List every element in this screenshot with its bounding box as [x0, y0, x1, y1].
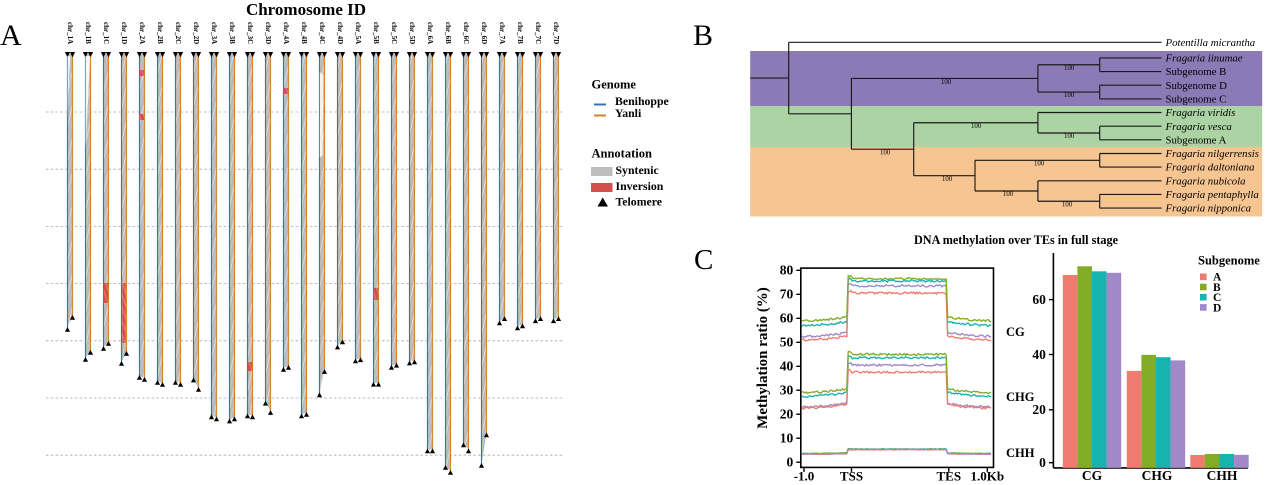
svg-text:chr_7A: chr_7A [498, 22, 506, 44]
svg-text:100: 100 [1062, 201, 1073, 208]
svg-text:chr_7D: chr_7D [552, 22, 560, 44]
svg-text:100: 100 [1003, 191, 1014, 198]
svg-text:CHG: CHG [1006, 390, 1035, 404]
svg-text:100: 100 [1064, 65, 1075, 72]
svg-text:chr_3D: chr_3D [264, 22, 272, 44]
svg-text:chr_3B: chr_3B [228, 22, 236, 44]
svg-text:Fragaria pentaphylla: Fragaria pentaphylla [1165, 189, 1259, 201]
svg-text:1.0Kb: 1.0Kb [971, 469, 1005, 484]
svg-text:0: 0 [1039, 455, 1046, 470]
svg-text:chr_2D: chr_2D [192, 22, 200, 44]
svg-text:chr_7B: chr_7B [516, 22, 524, 44]
svg-text:100: 100 [1034, 160, 1045, 167]
svg-text:Benihoppe: Benihoppe [615, 94, 669, 108]
svg-text:chr_2B: chr_2B [156, 22, 164, 44]
svg-text:Fragaria iinumae: Fragaria iinumae [1165, 53, 1243, 65]
svg-text:A: A [0, 19, 22, 52]
svg-text:CG: CG [1006, 325, 1025, 339]
svg-text:CHH: CHH [1006, 446, 1035, 460]
svg-text:C: C [1213, 292, 1221, 304]
svg-text:Methylation ratio (%): Methylation ratio (%) [755, 287, 771, 429]
svg-text:chr_1B: chr_1B [84, 22, 92, 44]
svg-text:20: 20 [1032, 402, 1046, 417]
svg-text:B: B [1213, 282, 1221, 294]
svg-text:100: 100 [1064, 133, 1075, 140]
svg-text:CHG: CHG [1142, 468, 1173, 483]
svg-text:40: 40 [780, 359, 794, 374]
svg-text:100: 100 [971, 123, 982, 130]
svg-text:40: 40 [1032, 347, 1046, 362]
svg-text:chr_5A: chr_5A [354, 22, 362, 44]
svg-text:A: A [1213, 272, 1222, 284]
svg-text:chr_5C: chr_5C [390, 22, 398, 44]
svg-text:TES: TES [937, 469, 962, 484]
svg-text:chr_6B: chr_6B [444, 22, 452, 44]
svg-text:Fragaria nipponica: Fragaria nipponica [1165, 203, 1251, 215]
svg-text:100: 100 [942, 176, 953, 183]
svg-text:Fragaria daltoniana: Fragaria daltoniana [1165, 162, 1255, 174]
svg-text:chr_3C: chr_3C [246, 22, 254, 44]
svg-text:Fragaria nilgerrensis: Fragaria nilgerrensis [1165, 148, 1259, 160]
svg-text:70: 70 [780, 287, 794, 302]
svg-text:chr_6A: chr_6A [426, 22, 434, 44]
svg-text:10: 10 [780, 430, 794, 445]
svg-text:Fragaria viridis: Fragaria viridis [1165, 107, 1236, 119]
svg-text:Yanli: Yanli [615, 106, 642, 120]
svg-text:Subgenome C: Subgenome C [1166, 94, 1227, 106]
svg-text:Telomere: Telomere [616, 195, 663, 209]
svg-text:100: 100 [1064, 92, 1075, 99]
svg-text:Genome: Genome [592, 78, 637, 92]
svg-text:Syntenic: Syntenic [616, 163, 659, 177]
svg-text:CHH: CHH [1207, 468, 1238, 483]
svg-text:chr_2C: chr_2C [174, 22, 182, 44]
svg-text:chr_1D: chr_1D [120, 22, 128, 44]
svg-text:chr_1A: chr_1A [66, 22, 74, 44]
svg-text:50: 50 [780, 335, 794, 350]
svg-text:30: 30 [780, 382, 794, 397]
svg-text:chr_2A: chr_2A [138, 22, 146, 44]
svg-text:chr_4A: chr_4A [282, 22, 290, 44]
svg-text:B: B [693, 19, 713, 52]
svg-text:Subgenome B: Subgenome B [1166, 66, 1227, 78]
svg-text:D: D [1213, 302, 1221, 314]
svg-text:Subgenome: Subgenome [1198, 254, 1260, 268]
svg-text:Subgenome A: Subgenome A [1166, 134, 1227, 146]
svg-text:C: C [694, 244, 713, 276]
svg-text:Annotation: Annotation [592, 147, 652, 161]
svg-text:100: 100 [941, 79, 952, 86]
svg-text:20: 20 [780, 406, 794, 421]
svg-text:CG: CG [1082, 468, 1103, 483]
svg-text:Fragaria vesca: Fragaria vesca [1165, 121, 1232, 133]
svg-text:Fragaria nubicola: Fragaria nubicola [1165, 175, 1246, 187]
svg-text:chr_6C: chr_6C [462, 22, 470, 44]
svg-text:60: 60 [1032, 292, 1046, 307]
svg-text:Potentilla micrantha: Potentilla micrantha [1165, 37, 1256, 49]
svg-text:chr_1C: chr_1C [102, 22, 110, 44]
svg-text:chr_4D: chr_4D [336, 22, 344, 44]
svg-text:chr_7C: chr_7C [534, 22, 542, 44]
svg-text:80: 80 [780, 263, 794, 278]
svg-text:60: 60 [780, 311, 794, 326]
svg-text:TSS: TSS [840, 469, 863, 484]
svg-text:0: 0 [787, 454, 794, 469]
svg-text:-1.0: -1.0 [794, 469, 815, 484]
svg-text:chr_4B: chr_4B [300, 22, 308, 44]
svg-text:Inversion: Inversion [616, 179, 664, 193]
svg-text:Chromosome ID: Chromosome ID [246, 0, 366, 19]
svg-text:chr_5B: chr_5B [372, 22, 380, 44]
svg-text:chr_4C: chr_4C [318, 22, 326, 44]
svg-text:chr_6D: chr_6D [480, 22, 488, 44]
svg-text:DNA methylation over TEs in fu: DNA methylation over TEs in full stage [914, 233, 1119, 247]
svg-text:100: 100 [880, 150, 891, 157]
svg-text:chr_5D: chr_5D [408, 22, 416, 44]
svg-text:chr_3A: chr_3A [210, 22, 218, 44]
svg-text:Subgenome D: Subgenome D [1166, 80, 1228, 92]
